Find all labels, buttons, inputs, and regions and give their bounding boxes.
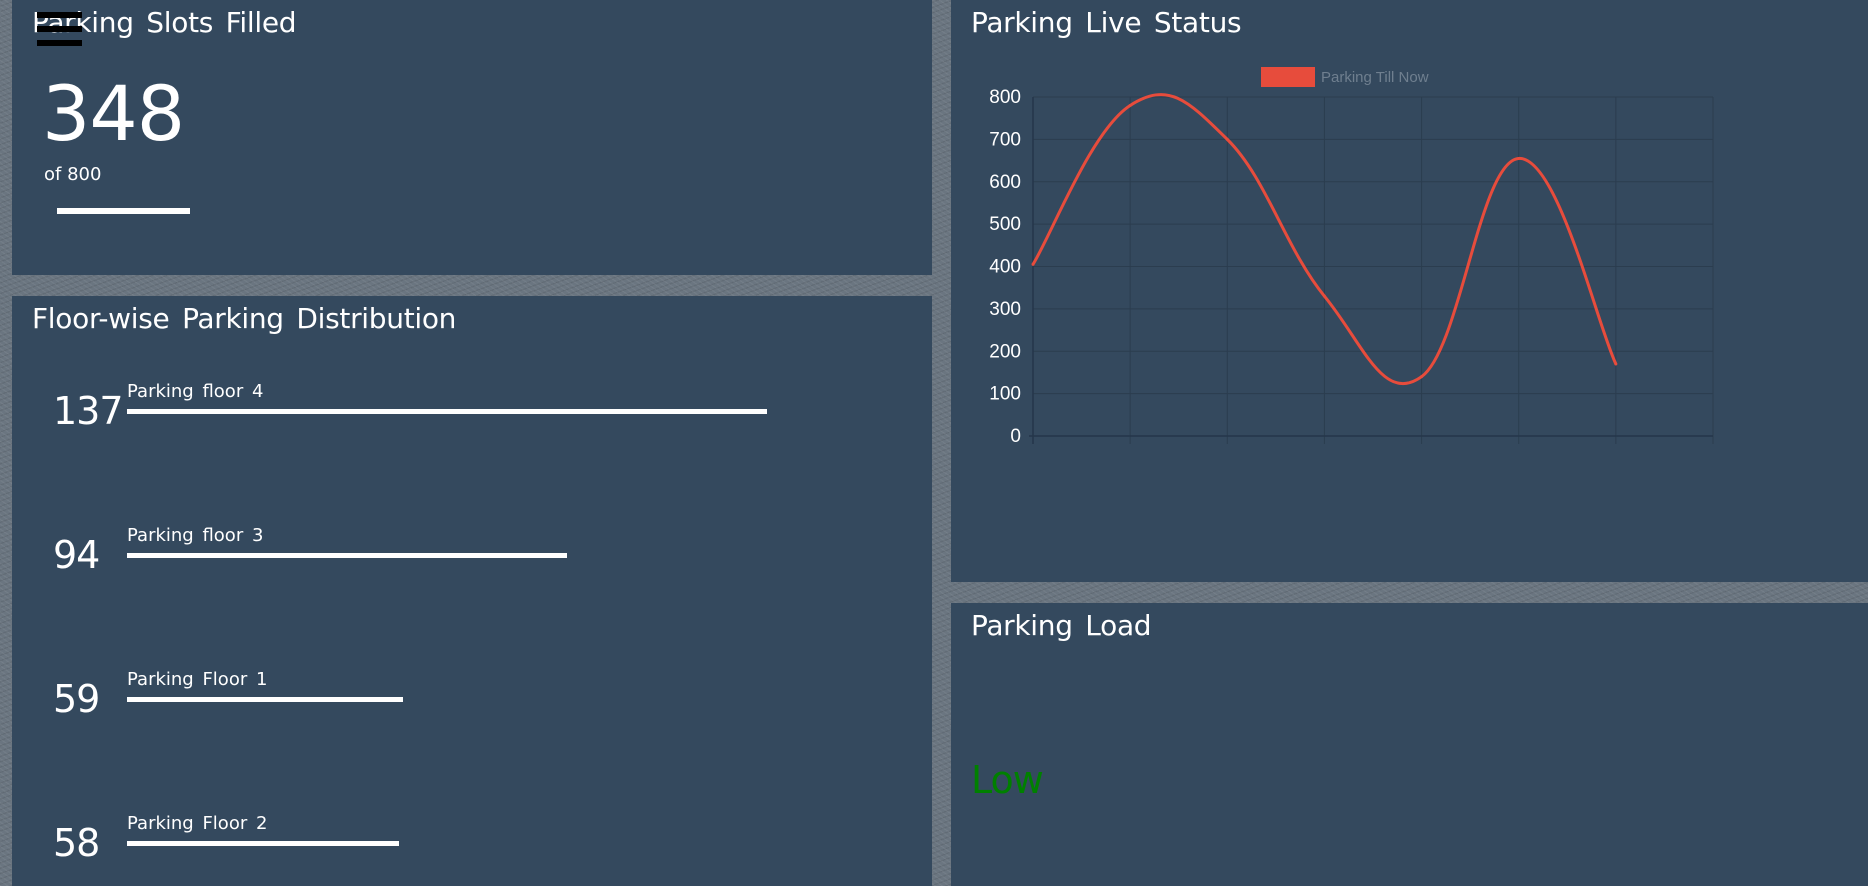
chart-y-tick-label: 600 (989, 172, 1021, 193)
floor-row: 58 Parking Floor 2 (12, 813, 932, 886)
chart-y-tick-label: 500 (989, 214, 1021, 235)
floor-bar (127, 409, 767, 414)
chart-y-tick-label: 400 (989, 257, 1021, 278)
slots-progress-bar (57, 208, 363, 214)
hamburger-menu-icon[interactable] (37, 12, 82, 50)
slots-title: Parking Slots Filled (32, 6, 297, 39)
floor-label: Parking floor 4 (127, 381, 264, 402)
live-status-title: Parking Live Status (971, 6, 1242, 39)
chart-legend-swatch (1261, 67, 1315, 87)
floor-count: 58 (53, 821, 100, 865)
floor-count: 94 (53, 533, 100, 577)
chart-data-point (1517, 156, 1521, 160)
chart-legend-label: Parking Till Now (1321, 69, 1429, 86)
slots-filled-count: 348 (42, 69, 185, 158)
chart-data-point (1322, 294, 1326, 298)
slots-total-label: of 800 (44, 164, 102, 185)
load-title: Parking Load (971, 609, 1152, 642)
slots-progress-fill (57, 208, 191, 214)
live-status-panel: Parking Live Status 0 100 200 300 400 500 600 7… (951, 0, 1868, 582)
hamburger-line (37, 26, 82, 32)
chart-data-point (1614, 362, 1618, 366)
chart-y-tick-label: 0 (1010, 426, 1021, 447)
floors-panel: Floor-wise Parking Distribution 137 Park… (12, 296, 932, 886)
floor-bar (127, 697, 403, 702)
chart-y-tick-label: 700 (989, 129, 1021, 150)
floor-bar (127, 553, 567, 558)
live-status-chart: 0 100 200 300 400 500 600 700 800 Parking Till No… (989, 67, 1714, 447)
floor-row: 137 Parking floor 4 (12, 381, 932, 461)
hamburger-line (37, 12, 82, 18)
chart-data-point (1420, 375, 1424, 379)
chart-y-tick-label: 100 (989, 384, 1021, 405)
floor-row: 94 Parking floor 3 (12, 525, 932, 605)
floors-title: Floor-wise Parking Distribution (32, 302, 457, 335)
chart-y-tick-label: 800 (989, 87, 1021, 108)
load-value: Low (971, 758, 1044, 802)
floor-label: Parking floor 3 (127, 525, 264, 546)
floor-row: 59 Parking Floor 1 (12, 669, 932, 749)
floor-label: Parking Floor 1 (127, 669, 268, 690)
chart-data-point (1128, 103, 1132, 107)
chart-y-tick-label: 300 (989, 299, 1021, 320)
chart-y-tick-label: 200 (989, 341, 1021, 362)
load-panel: Parking Load Low (951, 603, 1868, 886)
hamburger-line (37, 40, 82, 46)
chart-data-point (1225, 137, 1229, 141)
floor-bar (127, 841, 399, 846)
floor-count: 59 (53, 677, 100, 721)
slots-panel: Parking Slots Filled 348 of 800 (12, 0, 932, 275)
chart-data-point (1031, 262, 1035, 266)
floor-label: Parking Floor 2 (127, 813, 268, 834)
floor-count: 137 (53, 389, 124, 433)
